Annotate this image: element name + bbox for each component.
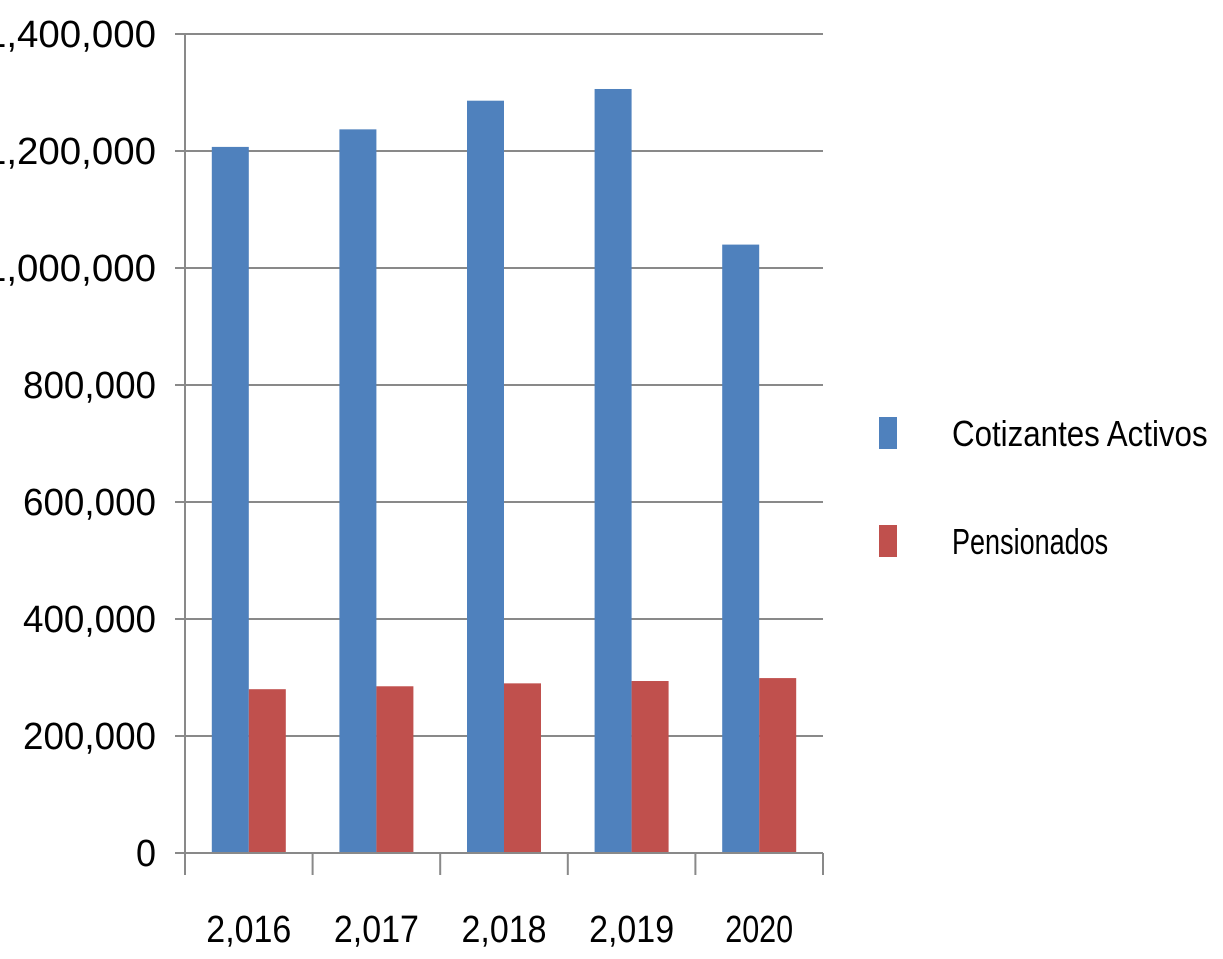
y-tick-label: 200,000 — [23, 716, 156, 758]
bar-pensionados — [631, 681, 669, 853]
y-tick-label: 0 — [136, 833, 156, 875]
legend-swatch — [879, 417, 897, 449]
y-axis-tick-labels: 0 200,000 400,000 600,000 800,000 1,000,000 1,… — [0, 14, 156, 875]
bar-cotizantes-activos — [211, 146, 249, 853]
legend-label: Pensionados — [952, 521, 1108, 562]
bar-pensionados — [376, 686, 414, 853]
bar-cotizantes-activos — [594, 88, 632, 854]
x-tick-label: 2,019 — [589, 909, 674, 951]
y-tick-label: 600,000 — [23, 482, 156, 524]
bar-cotizantes-activos — [722, 244, 760, 854]
x-tick-label: 2020 — [725, 909, 793, 951]
y-tick-label: 1,400,000 — [0, 14, 156, 56]
x-tick-label: 2,018 — [462, 909, 547, 951]
bars — [211, 88, 797, 854]
legend-swatch — [879, 525, 897, 557]
legend-label: Cotizantes Activos — [952, 413, 1208, 454]
bar-cotizantes-activos — [339, 129, 377, 854]
bar-pensionados — [504, 683, 541, 853]
axes — [175, 33, 824, 875]
x-tick-label: 2,017 — [334, 909, 419, 951]
bar-pensionados — [759, 678, 797, 853]
bar-cotizantes-activos — [467, 100, 504, 853]
y-tick-label: 1,200,000 — [0, 131, 156, 173]
y-tick-label: 1,000,000 — [0, 248, 156, 290]
y-tick-label: 400,000 — [23, 599, 156, 641]
x-axis-tick-labels: 2,016 2,017 2,018 2,019 2020 — [206, 909, 793, 951]
x-tick-label: 2,016 — [206, 909, 291, 951]
y-tick-label: 800,000 — [23, 365, 156, 407]
bar-pensionados — [248, 689, 286, 853]
legend: Cotizantes Activos Pensionados — [879, 413, 1208, 562]
